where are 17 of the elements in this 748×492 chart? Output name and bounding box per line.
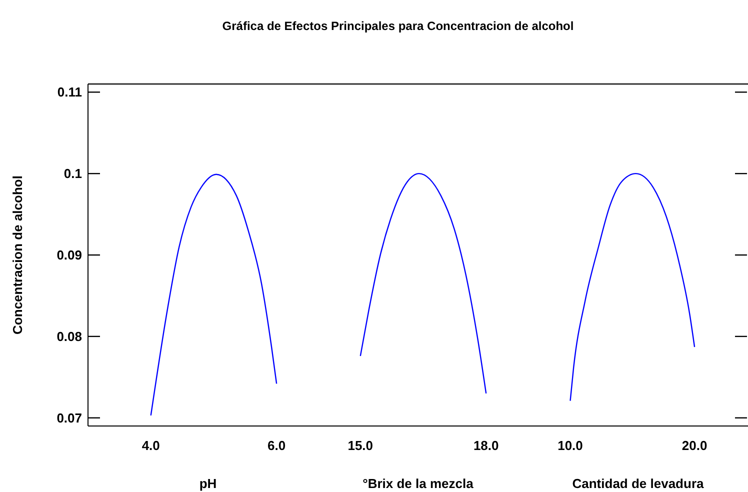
x-axis-title: °Brix de la mezcla [362, 476, 474, 491]
x-tick-label: 4.0 [142, 438, 160, 453]
x-tick-label: 18.0 [473, 438, 499, 453]
x-tick-label: 15.0 [348, 438, 374, 453]
x-axis-title: Cantidad de levadura [572, 476, 705, 491]
y-axis-title: Concentracion de alcohol [10, 176, 25, 334]
x-tick-label: 20.0 [682, 438, 708, 453]
y-tick-label: 0.08 [56, 328, 82, 344]
y-tick-label: 0.09 [56, 248, 82, 263]
line-series [150, 174, 278, 416]
x-axis-title: pH [199, 476, 217, 491]
y-tick-label: 0.07 [56, 410, 82, 426]
y-tick-label: 0.1 [64, 166, 82, 182]
x-tick-label: 10.0 [558, 438, 583, 453]
y-tick-label: 0.11 [57, 84, 82, 100]
text: Gráfica de Efectos Principales para Concentracion de alcohol [222, 19, 574, 33]
x-tick-label: 6.0 [268, 438, 286, 453]
